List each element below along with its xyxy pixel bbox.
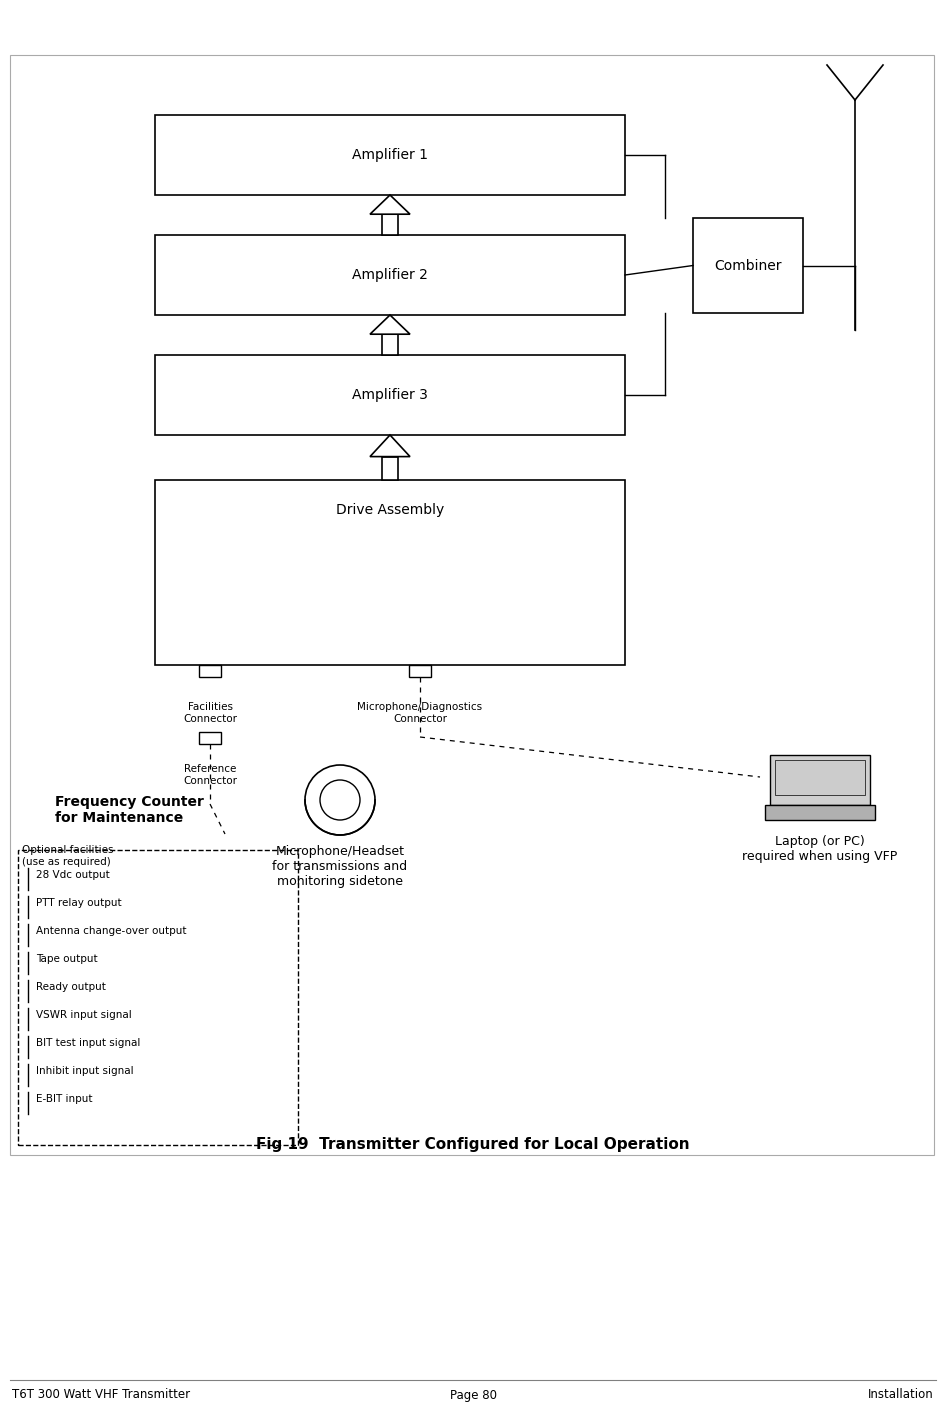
Text: 28 Vdc output: 28 Vdc output [36,869,110,879]
Text: Facilities
Connector: Facilities Connector [183,702,237,724]
Bar [199,666,221,677]
Text: Inhibit input signal: Inhibit input signal [36,1066,133,1076]
Text: Amplifier 2: Amplifier 2 [352,268,428,282]
Bar [155,115,625,195]
Text: Drive Assembly: Drive Assembly [336,503,444,517]
Bar [10,55,934,1155]
Text: PTT relay output: PTT relay output [36,898,122,908]
Text: Page 80: Page 80 [449,1389,497,1402]
Bar [155,480,625,666]
Bar [382,456,397,480]
Text: Tape output: Tape output [36,954,97,964]
Polygon shape [370,195,410,214]
Bar [18,850,298,1146]
Text: BIT test input signal: BIT test input signal [36,1038,140,1048]
Bar [382,334,397,355]
Text: Laptop (or PC)
required when using VFP: Laptop (or PC) required when using VFP [743,835,898,862]
Text: T6T 300 Watt VHF Transmitter: T6T 300 Watt VHF Transmitter [12,1389,190,1402]
Text: Optional facilities
(use as required): Optional facilities (use as required) [22,845,114,867]
Text: E-BIT input: E-BIT input [36,1095,93,1104]
Polygon shape [370,314,410,334]
Text: Amplifier 3: Amplifier 3 [352,388,428,402]
Polygon shape [370,435,410,456]
Bar [155,235,625,314]
Text: Combiner: Combiner [714,259,781,272]
Bar [409,666,431,677]
Bar [770,755,870,806]
Text: Frequency Counter
for Maintenance: Frequency Counter for Maintenance [55,794,204,826]
Text: Microphone/Headset
for transmissions and
monitoring sidetone: Microphone/Headset for transmissions and… [272,845,408,888]
Bar [765,806,875,820]
Text: Installation: Installation [868,1389,934,1402]
Text: Ready output: Ready output [36,983,106,993]
Text: Microphone/Diagnostics
Connector: Microphone/Diagnostics Connector [358,702,482,724]
Bar [155,355,625,435]
Text: Antenna change-over output: Antenna change-over output [36,926,186,936]
Bar [382,214,397,235]
Bar [693,218,803,313]
Text: Reference
Connector: Reference Connector [183,765,237,786]
Text: Amplifier 1: Amplifier 1 [352,149,428,161]
Text: Fig 19  Transmitter Configured for Local Operation: Fig 19 Transmitter Configured for Local … [256,1137,690,1153]
Bar [775,760,865,794]
Bar [199,732,221,743]
Text: VSWR input signal: VSWR input signal [36,1010,131,1020]
